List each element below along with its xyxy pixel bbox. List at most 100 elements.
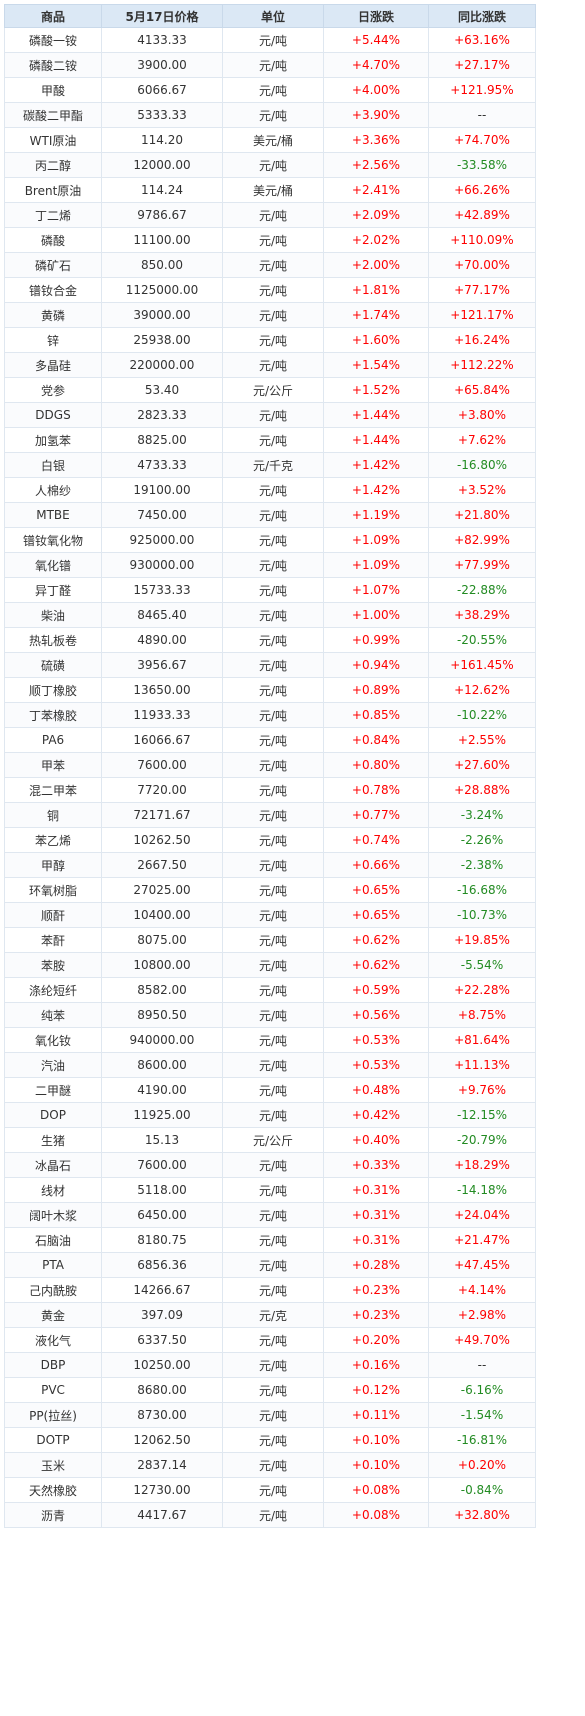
cell-unit: 元/吨 — [222, 52, 324, 78]
cell-daily-change: +0.74% — [323, 827, 429, 853]
cell-commodity: 环氧树脂 — [4, 877, 102, 903]
cell-yoy-change: -33.58% — [428, 152, 536, 178]
cell-commodity: 热轧板卷 — [4, 627, 102, 653]
cell-yoy-change: +7.62% — [428, 427, 536, 453]
table-row: 磷矿石 850.00 元/吨 +2.00% +70.00% — [4, 252, 536, 278]
cell-unit: 元/吨 — [222, 77, 324, 103]
table-body: 磷酸一铵 4133.33 元/吨 +5.44% +63.16% 磷酸二铵 3900.00 元/… — [4, 27, 536, 1528]
cell-commodity: 加氢苯 — [4, 427, 102, 453]
cell-daily-change: +0.31% — [323, 1227, 429, 1253]
cell-unit: 元/吨 — [222, 1077, 324, 1103]
cell-daily-change: +3.36% — [323, 127, 429, 153]
cell-price: 8680.00 — [101, 1377, 223, 1403]
cell-commodity: 生猪 — [4, 1127, 102, 1153]
cell-commodity: 黄金 — [4, 1302, 102, 1328]
cell-daily-change: +0.89% — [323, 677, 429, 703]
cell-daily-change: +0.65% — [323, 902, 429, 928]
cell-unit: 元/公斤 — [222, 1127, 324, 1153]
table-row: DOP 11925.00 元/吨 +0.42% -12.15% — [4, 1102, 536, 1128]
table-row: 顺酐 10400.00 元/吨 +0.65% -10.73% — [4, 902, 536, 928]
table-row: 异丁醛 15733.33 元/吨 +1.07% -22.88% — [4, 577, 536, 603]
table-row: 加氢苯 8825.00 元/吨 +1.44% +7.62% — [4, 427, 536, 453]
cell-price: 8600.00 — [101, 1052, 223, 1078]
cell-price: 925000.00 — [101, 527, 223, 553]
cell-commodity: 涤纶短纤 — [4, 977, 102, 1003]
table-row: 党参 53.40 元/公斤 +1.52% +65.84% — [4, 377, 536, 403]
cell-yoy-change: +19.85% — [428, 927, 536, 953]
cell-unit: 元/吨 — [222, 327, 324, 353]
cell-commodity: 液化气 — [4, 1327, 102, 1353]
cell-daily-change: +1.54% — [323, 352, 429, 378]
table-row: 苯酐 8075.00 元/吨 +0.62% +19.85% — [4, 927, 536, 953]
cell-commodity: 氧化镨 — [4, 552, 102, 578]
table-row: DOTP 12062.50 元/吨 +0.10% -16.81% — [4, 1427, 536, 1453]
cell-daily-change: +5.44% — [323, 27, 429, 53]
table-row: PVC 8680.00 元/吨 +0.12% -6.16% — [4, 1377, 536, 1403]
cell-daily-change: +2.56% — [323, 152, 429, 178]
cell-yoy-change: +4.14% — [428, 1277, 536, 1303]
cell-daily-change: +4.00% — [323, 77, 429, 103]
cell-unit: 元/吨 — [222, 502, 324, 528]
cell-yoy-change: -3.24% — [428, 802, 536, 828]
cell-price: 11100.00 — [101, 227, 223, 253]
table-row: 石脑油 8180.75 元/吨 +0.31% +21.47% — [4, 1227, 536, 1253]
cell-daily-change: +0.59% — [323, 977, 429, 1003]
cell-unit: 元/吨 — [222, 1477, 324, 1503]
cell-yoy-change: -20.79% — [428, 1127, 536, 1153]
cell-daily-change: +2.41% — [323, 177, 429, 203]
cell-commodity: 碳酸二甲酯 — [4, 102, 102, 128]
table-row: 热轧板卷 4890.00 元/吨 +0.99% -20.55% — [4, 627, 536, 653]
cell-price: 8825.00 — [101, 427, 223, 453]
cell-yoy-change: +11.13% — [428, 1052, 536, 1078]
cell-unit: 元/吨 — [222, 1502, 324, 1528]
cell-unit: 元/吨 — [222, 552, 324, 578]
cell-yoy-change: +3.80% — [428, 402, 536, 428]
cell-yoy-change: +121.17% — [428, 302, 536, 328]
cell-unit: 元/吨 — [222, 277, 324, 303]
price-table-container: 商品 5月17日价格 单位 日涨跌 同比涨跌 磷酸一铵 4133.33 元/吨 +5.… — [4, 4, 536, 1528]
cell-unit: 元/吨 — [222, 302, 324, 328]
cell-price: 1125000.00 — [101, 277, 223, 303]
cell-unit: 元/公斤 — [222, 377, 324, 403]
table-row: 磷酸二铵 3900.00 元/吨 +4.70% +27.17% — [4, 52, 536, 78]
cell-yoy-change: +28.88% — [428, 777, 536, 803]
cell-yoy-change: -5.54% — [428, 952, 536, 978]
cell-yoy-change: -20.55% — [428, 627, 536, 653]
cell-unit: 元/吨 — [222, 402, 324, 428]
table-row: 锌 25938.00 元/吨 +1.60% +16.24% — [4, 327, 536, 353]
cell-unit: 元/吨 — [222, 202, 324, 228]
cell-price: 4890.00 — [101, 627, 223, 653]
header-commodity: 商品 — [4, 4, 102, 28]
table-row: 玉米 2837.14 元/吨 +0.10% +0.20% — [4, 1452, 536, 1478]
cell-daily-change: +0.84% — [323, 727, 429, 753]
cell-commodity: 苯乙烯 — [4, 827, 102, 853]
cell-price: 13650.00 — [101, 677, 223, 703]
cell-commodity: 硫磺 — [4, 652, 102, 678]
table-row: 镨钕氧化物 925000.00 元/吨 +1.09% +82.99% — [4, 527, 536, 553]
table-row: 苯胺 10800.00 元/吨 +0.62% -5.54% — [4, 952, 536, 978]
cell-price: 2837.14 — [101, 1452, 223, 1478]
cell-daily-change: +1.09% — [323, 527, 429, 553]
cell-unit: 元/吨 — [222, 1327, 324, 1353]
cell-price: 25938.00 — [101, 327, 223, 353]
cell-price: 5118.00 — [101, 1177, 223, 1203]
cell-price: 9786.67 — [101, 202, 223, 228]
cell-yoy-change: +24.04% — [428, 1202, 536, 1228]
cell-unit: 元/吨 — [222, 102, 324, 128]
cell-yoy-change: +110.09% — [428, 227, 536, 253]
cell-daily-change: +0.62% — [323, 952, 429, 978]
cell-price: 27025.00 — [101, 877, 223, 903]
cell-yoy-change: +9.76% — [428, 1077, 536, 1103]
cell-price: 8950.50 — [101, 1002, 223, 1028]
cell-yoy-change: +66.26% — [428, 177, 536, 203]
cell-commodity: 磷矿石 — [4, 252, 102, 278]
cell-daily-change: +0.65% — [323, 877, 429, 903]
table-row: 甲苯 7600.00 元/吨 +0.80% +27.60% — [4, 752, 536, 778]
cell-commodity: 甲苯 — [4, 752, 102, 778]
table-row: Brent原油 114.24 美元/桶 +2.41% +66.26% — [4, 177, 536, 203]
cell-price: 4190.00 — [101, 1077, 223, 1103]
cell-price: 114.24 — [101, 177, 223, 203]
table-row: MTBE 7450.00 元/吨 +1.19% +21.80% — [4, 502, 536, 528]
cell-daily-change: +0.66% — [323, 852, 429, 878]
cell-price: 15.13 — [101, 1127, 223, 1153]
